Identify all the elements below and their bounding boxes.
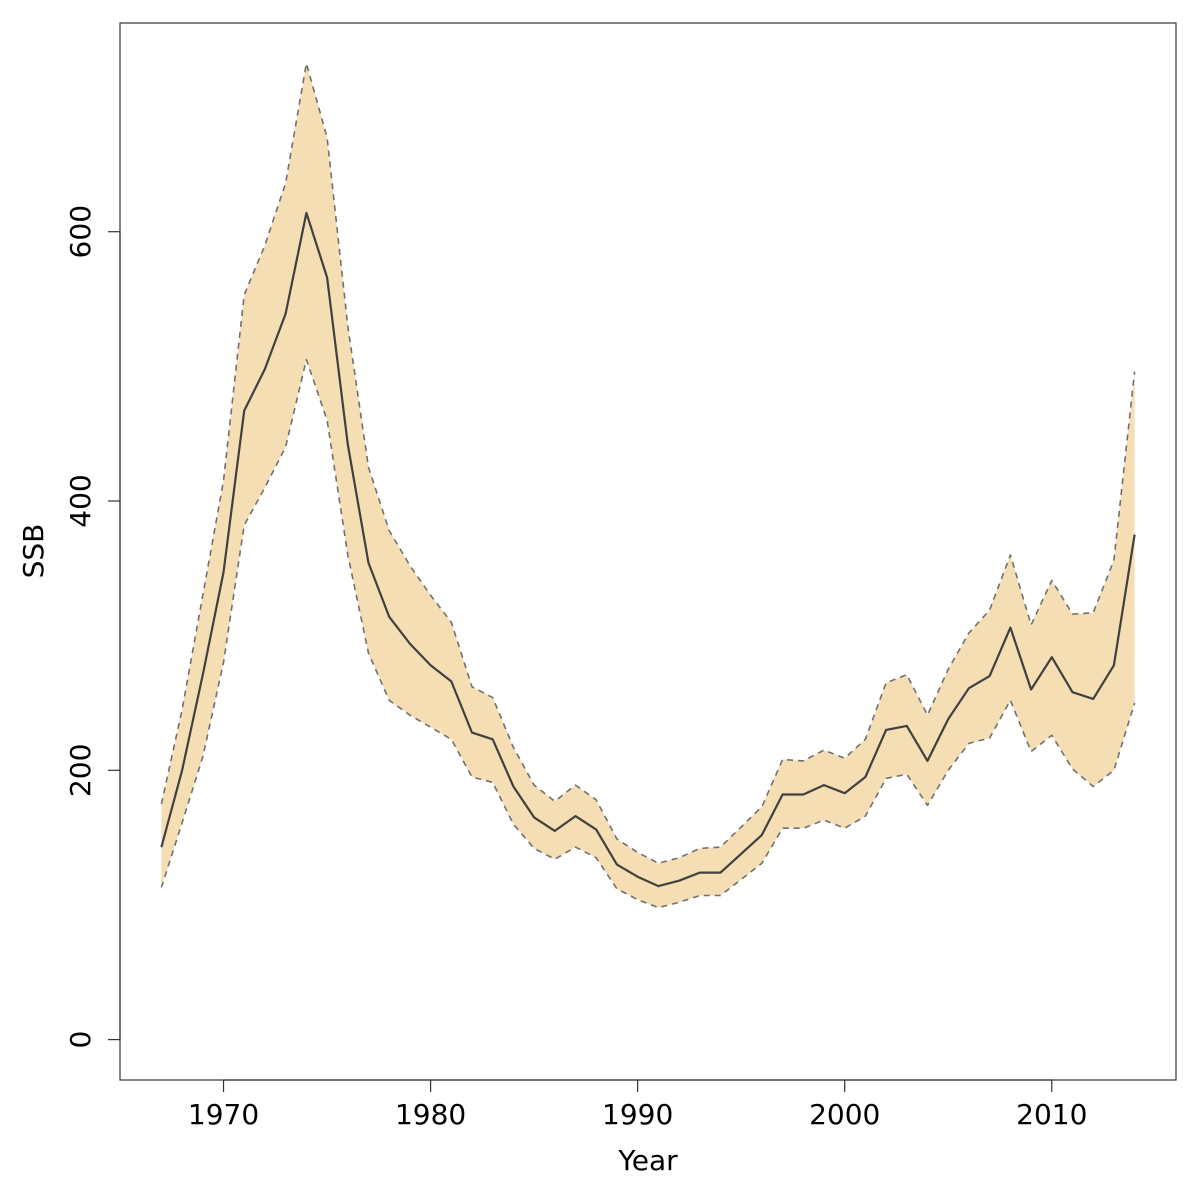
y-axis: 0 200 400 600 xyxy=(64,205,121,1049)
x-tick-label: 2000 xyxy=(809,1098,880,1131)
confidence-band xyxy=(161,63,1135,908)
y-tick-label: 600 xyxy=(64,205,97,258)
y-axis-title: SSB xyxy=(17,524,50,579)
y-tick-label: 200 xyxy=(64,744,97,797)
plot-frame xyxy=(119,22,1177,1081)
x-tick-label: 1970 xyxy=(188,1098,259,1131)
x-axis-title: Year xyxy=(617,1144,678,1177)
y-tick-label: 0 xyxy=(64,1031,97,1049)
series-lines xyxy=(160,62,1136,909)
x-axis: 1970 1980 1990 2000 2010 xyxy=(188,1079,1087,1131)
y-tick-label: 400 xyxy=(64,474,97,527)
x-tick-label: 1980 xyxy=(395,1098,466,1131)
x-tick-label: 1990 xyxy=(602,1098,673,1131)
x-tick-label: 2010 xyxy=(1016,1098,1087,1131)
band-area xyxy=(161,63,1135,908)
ssb-estimate-line xyxy=(160,211,1136,888)
lower-bound-line xyxy=(160,358,1136,909)
